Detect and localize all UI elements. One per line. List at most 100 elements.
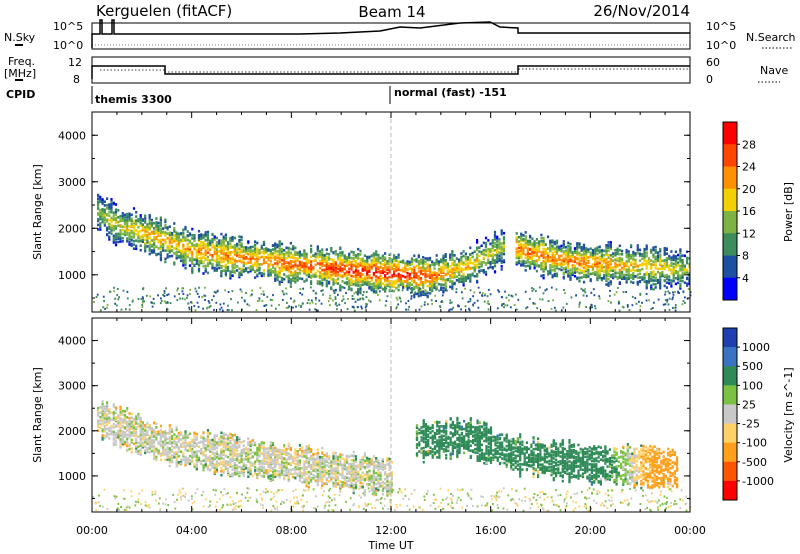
data-cell xyxy=(153,439,156,442)
data-cell xyxy=(325,257,328,261)
data-cell xyxy=(435,254,438,257)
data-cell xyxy=(280,269,284,273)
data-cell xyxy=(476,263,479,267)
data-cell xyxy=(573,271,577,274)
data-cell xyxy=(193,263,196,267)
data-cell xyxy=(108,205,111,209)
data-cell xyxy=(157,234,160,237)
data-cell xyxy=(381,263,384,266)
data-cell xyxy=(661,259,664,263)
data-cell xyxy=(520,232,523,236)
data-cell xyxy=(645,293,648,295)
data-cell xyxy=(486,295,489,298)
data-cell xyxy=(352,275,355,278)
data-cell xyxy=(452,306,455,309)
data-cell xyxy=(215,250,218,254)
data-cell xyxy=(242,261,245,264)
data-cell xyxy=(357,306,359,308)
data-cell xyxy=(113,290,116,293)
data-cell xyxy=(489,254,492,257)
data-cell xyxy=(269,254,272,257)
data-cell xyxy=(381,257,384,260)
data-cell xyxy=(218,266,221,270)
data-cell xyxy=(567,241,570,245)
data-cell xyxy=(634,265,637,268)
data-cell xyxy=(305,271,308,275)
data-cell xyxy=(553,240,556,244)
data-cell xyxy=(245,292,247,294)
data-cell xyxy=(281,298,284,301)
data-cell xyxy=(547,300,550,303)
data-cell xyxy=(202,464,205,467)
data-cell xyxy=(148,244,151,248)
data-cell xyxy=(526,264,529,268)
data-cell xyxy=(627,265,630,269)
data-cell xyxy=(117,429,120,433)
data-cell xyxy=(157,449,160,452)
data-cell xyxy=(213,269,216,272)
data-cell xyxy=(625,248,628,252)
data-cell xyxy=(607,260,610,264)
data-cell xyxy=(638,280,642,283)
data-cell xyxy=(197,260,201,263)
data-cell xyxy=(550,286,553,289)
data-cell xyxy=(119,217,122,221)
data-cell xyxy=(654,263,657,266)
data-cell xyxy=(184,432,187,436)
data-cell xyxy=(298,260,301,264)
data-cell xyxy=(132,247,136,250)
data-cell xyxy=(321,281,324,285)
data-cell xyxy=(442,265,445,269)
data-cell xyxy=(121,218,124,222)
data-cell xyxy=(233,249,236,253)
data-cell xyxy=(200,450,203,453)
data-cell xyxy=(613,293,616,296)
data-cell xyxy=(229,272,232,276)
data-cell xyxy=(674,277,677,280)
data-cell xyxy=(502,252,506,256)
data-cell xyxy=(119,421,122,424)
data-cell xyxy=(222,235,225,239)
data-cell xyxy=(679,267,682,270)
data-cell xyxy=(119,438,122,441)
data-cell xyxy=(670,258,673,262)
data-cell xyxy=(168,255,171,258)
data-cell xyxy=(130,431,133,434)
data-cell xyxy=(197,263,201,266)
data-cell xyxy=(128,243,131,246)
data-cell xyxy=(222,260,225,263)
data-cell xyxy=(173,237,176,241)
data-cell xyxy=(255,309,258,312)
data-cell xyxy=(182,255,185,258)
data-cell xyxy=(607,253,610,257)
data-cell xyxy=(395,279,398,282)
data-cell xyxy=(188,241,192,244)
data-cell xyxy=(211,445,214,448)
data-cell xyxy=(310,265,313,268)
data-cell xyxy=(267,273,270,276)
data-cell xyxy=(303,269,306,272)
data-cell xyxy=(372,252,375,255)
data-cell xyxy=(166,244,169,248)
data-cell xyxy=(168,241,171,245)
data-cell xyxy=(267,256,270,260)
data-cell xyxy=(286,301,288,304)
data-cell xyxy=(476,299,479,302)
data-cell xyxy=(623,262,626,265)
data-cell xyxy=(441,294,444,297)
data-cell xyxy=(224,236,227,239)
data-cell xyxy=(229,242,232,245)
data-cell xyxy=(351,294,354,297)
data-cell xyxy=(319,251,322,254)
data-cell xyxy=(402,286,405,289)
data-cell xyxy=(108,235,111,239)
data-cell xyxy=(357,271,360,275)
data-cell xyxy=(412,288,415,291)
data-cell xyxy=(182,231,185,235)
data-cell xyxy=(338,303,341,306)
data-cell xyxy=(135,450,138,454)
data-cell xyxy=(229,236,232,240)
data-cell xyxy=(159,228,162,232)
data-cell xyxy=(332,264,335,267)
data-cell xyxy=(667,303,670,306)
